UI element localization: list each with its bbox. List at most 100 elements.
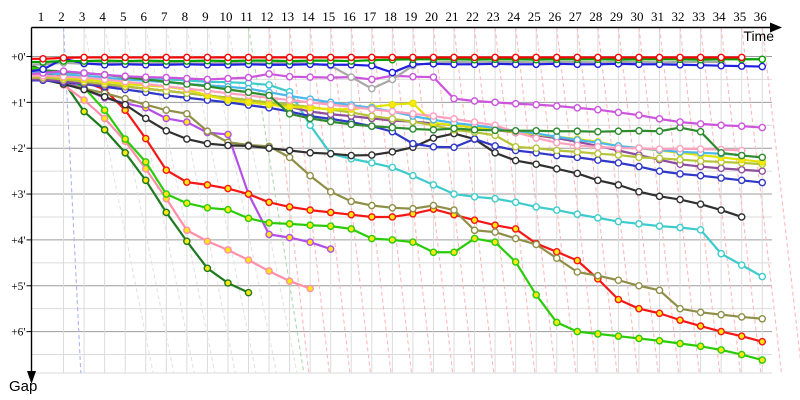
data-point-marker bbox=[696, 342, 705, 351]
data-point-marker bbox=[367, 159, 376, 167]
data-point-marker bbox=[141, 73, 150, 81]
y-tick-label: +1' bbox=[11, 97, 25, 109]
data-point-marker bbox=[388, 68, 397, 77]
x-tick-label: 17 bbox=[363, 9, 377, 24]
data-point-marker bbox=[244, 73, 253, 82]
data-point-marker bbox=[367, 234, 376, 243]
data-point-marker bbox=[614, 108, 623, 117]
data-point-marker bbox=[326, 245, 335, 253]
data-point-marker bbox=[429, 181, 438, 189]
data-point-marker bbox=[696, 145, 705, 153]
data-point-marker bbox=[429, 143, 438, 151]
data-point-marker bbox=[676, 118, 684, 126]
data-point-marker bbox=[367, 122, 376, 130]
data-point-marker bbox=[183, 118, 191, 126]
data-point-marker bbox=[183, 53, 191, 62]
data-point-marker bbox=[409, 125, 417, 133]
data-point-marker bbox=[244, 288, 253, 297]
data-point-marker bbox=[696, 200, 705, 208]
data-point-marker bbox=[224, 141, 232, 150]
data-point-marker bbox=[306, 148, 314, 157]
data-point-marker bbox=[511, 234, 520, 243]
data-point-marker bbox=[470, 126, 479, 134]
data-point-marker bbox=[696, 171, 705, 180]
data-point-marker bbox=[552, 254, 561, 263]
data-point-marker bbox=[655, 192, 664, 201]
data-point-marker bbox=[326, 208, 335, 217]
data-point-marker bbox=[655, 127, 664, 136]
data-point-marker bbox=[121, 72, 129, 81]
x-tick-label: 18 bbox=[384, 9, 397, 24]
x-tick-label: 25 bbox=[528, 9, 541, 24]
data-point-marker bbox=[100, 126, 109, 134]
data-point-marker bbox=[737, 151, 746, 160]
data-point-marker bbox=[162, 53, 171, 62]
lap-marker-dashed-line bbox=[268, 27, 310, 374]
data-point-marker bbox=[552, 165, 561, 173]
data-point-marker bbox=[696, 120, 705, 128]
data-point-marker bbox=[347, 103, 356, 111]
data-point-marker bbox=[573, 169, 582, 178]
data-point-marker bbox=[594, 214, 602, 222]
data-point-marker bbox=[121, 148, 129, 157]
data-point-marker bbox=[717, 121, 725, 130]
data-point-marker bbox=[183, 199, 191, 208]
data-point-marker bbox=[409, 204, 417, 213]
data-point-marker bbox=[758, 272, 767, 281]
data-point-marker bbox=[552, 248, 561, 256]
data-point-marker bbox=[265, 70, 273, 78]
data-point-marker bbox=[635, 281, 643, 290]
x-tick-label: 21 bbox=[446, 9, 459, 24]
data-point-marker bbox=[532, 126, 541, 135]
x-tick-label: 26 bbox=[548, 9, 562, 24]
data-point-marker bbox=[676, 155, 684, 164]
data-point-marker bbox=[224, 184, 232, 193]
x-tick-label: 14 bbox=[302, 9, 316, 24]
x-tick-label: 27 bbox=[569, 9, 583, 24]
lap-marker-dashed-line bbox=[391, 27, 433, 374]
data-point-marker bbox=[717, 249, 725, 258]
data-point-marker bbox=[347, 225, 356, 233]
x-tick-label: 28 bbox=[589, 9, 602, 24]
data-point-marker bbox=[758, 123, 767, 132]
data-point-marker bbox=[326, 117, 335, 126]
data-point-marker bbox=[224, 74, 232, 83]
y-tick-label: +0' bbox=[11, 52, 25, 64]
data-point-marker bbox=[183, 226, 191, 235]
data-point-marker bbox=[326, 187, 335, 196]
data-point-marker bbox=[450, 53, 458, 62]
data-point-marker bbox=[121, 53, 129, 62]
x-tick-label: 5 bbox=[120, 9, 127, 24]
data-point-marker bbox=[737, 165, 746, 174]
data-point-marker bbox=[450, 115, 458, 123]
data-point-marker bbox=[470, 97, 479, 105]
y-tick-label: +5' bbox=[11, 281, 25, 293]
data-point-marker bbox=[100, 106, 109, 114]
data-point-marker bbox=[491, 148, 499, 157]
data-point-marker bbox=[614, 181, 623, 189]
data-point-marker bbox=[594, 127, 602, 136]
data-point-marker bbox=[347, 73, 356, 81]
data-point-marker bbox=[696, 127, 705, 136]
data-point-marker bbox=[141, 114, 150, 123]
x-tick-label: 13 bbox=[281, 9, 294, 24]
data-point-marker bbox=[347, 120, 356, 129]
data-point-marker bbox=[737, 53, 746, 62]
data-point-marker bbox=[306, 53, 314, 62]
data-point-marker bbox=[409, 53, 417, 62]
data-point-marker bbox=[532, 203, 541, 211]
gap-axis-arrow bbox=[27, 371, 36, 384]
data-point-marker bbox=[224, 96, 232, 104]
data-point-marker bbox=[121, 100, 129, 109]
data-point-marker bbox=[450, 94, 458, 103]
data-point-marker bbox=[470, 118, 479, 126]
data-point-marker bbox=[696, 308, 705, 317]
data-point-marker bbox=[676, 195, 684, 204]
data-point-marker bbox=[265, 198, 273, 207]
data-point-marker bbox=[614, 217, 623, 226]
data-point-marker bbox=[696, 53, 705, 62]
lap-marker-dashed-line bbox=[494, 27, 536, 374]
x-tick-label: 16 bbox=[343, 9, 357, 24]
x-tick-label: 31 bbox=[651, 9, 664, 24]
data-point-marker bbox=[594, 156, 602, 164]
